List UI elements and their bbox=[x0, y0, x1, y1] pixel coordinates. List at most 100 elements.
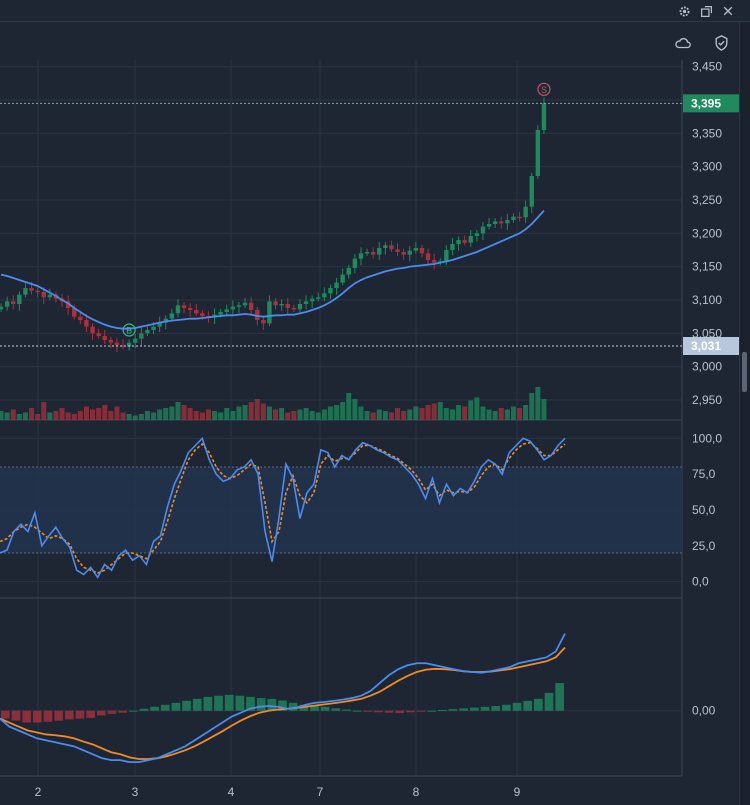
volume-bar bbox=[120, 412, 126, 420]
volume-bar bbox=[291, 411, 297, 420]
volume-bar bbox=[401, 411, 407, 420]
candle-body bbox=[474, 233, 480, 236]
close-icon[interactable] bbox=[720, 3, 736, 19]
marker-price-tag-bg bbox=[683, 337, 739, 355]
candle-body bbox=[72, 308, 77, 317]
volume-bar bbox=[22, 412, 28, 420]
volume-bar bbox=[181, 405, 187, 420]
candle-body bbox=[492, 221, 498, 224]
macd-tick-label: 0,00 bbox=[692, 704, 716, 718]
time-axis[interactable]: 2 3 4 7 8 9 bbox=[35, 785, 521, 799]
candle-body bbox=[126, 342, 132, 347]
candle-body bbox=[517, 216, 522, 219]
candle-body bbox=[499, 221, 504, 224]
scrollbar-thumb[interactable] bbox=[742, 352, 747, 392]
candle-body bbox=[4, 301, 10, 307]
candle-body bbox=[297, 304, 303, 310]
candle-body bbox=[181, 305, 187, 308]
volume-bar bbox=[395, 408, 401, 420]
volume-bar bbox=[266, 406, 272, 420]
volume-bar bbox=[138, 414, 144, 420]
chart-tools bbox=[672, 32, 732, 54]
candle-body bbox=[145, 330, 150, 334]
candle-body bbox=[322, 293, 327, 298]
candle-body bbox=[340, 274, 345, 283]
volume-bar bbox=[407, 409, 413, 420]
macd-histogram-bar bbox=[182, 700, 191, 711]
volume-bar bbox=[90, 409, 96, 420]
time-tick-label: 4 bbox=[228, 785, 235, 799]
candle-body bbox=[41, 292, 46, 298]
candle-body bbox=[120, 345, 126, 347]
popout-icon[interactable] bbox=[698, 3, 714, 19]
macd-histogram-bar bbox=[310, 705, 319, 711]
macd-histogram-bar bbox=[75, 710, 85, 719]
macd-histogram-bar bbox=[267, 698, 277, 711]
right-scrollbar[interactable] bbox=[739, 22, 750, 805]
macd-histogram-bar bbox=[246, 696, 255, 711]
macd-histogram-bar bbox=[171, 702, 181, 711]
volume-bar bbox=[212, 411, 218, 420]
volume-bar bbox=[108, 411, 114, 420]
macd-panel bbox=[0, 633, 566, 764]
volume-bar bbox=[218, 412, 224, 420]
volume-bar bbox=[126, 414, 132, 420]
volume-bar bbox=[529, 393, 535, 420]
macd-histogram-bar bbox=[224, 694, 234, 711]
macd-histogram-bar bbox=[235, 695, 245, 711]
volume-bar bbox=[535, 387, 541, 420]
price-tick-label: 3,150 bbox=[692, 260, 722, 274]
candle-body bbox=[529, 176, 534, 207]
volume-bar bbox=[114, 406, 120, 420]
candle-body bbox=[157, 322, 162, 327]
candle-body bbox=[407, 250, 412, 255]
candle-body bbox=[419, 248, 425, 254]
volume-bar bbox=[59, 408, 65, 420]
marker-price-tag: 3,031 bbox=[691, 339, 721, 353]
cloud-icon[interactable] bbox=[672, 32, 694, 54]
volume-bar bbox=[230, 411, 236, 420]
price-axis[interactable]: 2,950 3,000 3,050 3,100 3,150 3,200 3,250 3,300… bbox=[683, 60, 739, 718]
macd-histogram-bar bbox=[150, 706, 159, 711]
oscillator-lines bbox=[0, 436, 566, 579]
volume-bar bbox=[0, 411, 4, 420]
gear-icon[interactable] bbox=[676, 3, 692, 19]
macd-histogram-bar bbox=[342, 709, 351, 711]
current-price-tag-bg bbox=[683, 94, 739, 113]
shield-check-icon[interactable] bbox=[710, 32, 732, 54]
volume-bar bbox=[315, 412, 321, 420]
candle-body bbox=[65, 301, 71, 308]
macd-histogram-bar bbox=[32, 710, 42, 723]
candle-body bbox=[480, 226, 486, 234]
window-toolbar bbox=[676, 0, 736, 22]
macd-histogram-bar bbox=[544, 692, 554, 711]
macd-histogram-bar bbox=[502, 704, 511, 711]
candle-body bbox=[133, 338, 138, 343]
price-candles[interactable] bbox=[0, 97, 547, 352]
volume-bar bbox=[193, 411, 199, 420]
volume-bar bbox=[102, 405, 108, 420]
volume-bar bbox=[523, 405, 529, 420]
candle-body bbox=[370, 252, 376, 255]
candle-body bbox=[389, 245, 394, 250]
candle-body bbox=[255, 310, 260, 320]
macd-histogram-bar bbox=[11, 710, 21, 721]
current-price-tag: 3,395 bbox=[691, 96, 721, 110]
candle-body bbox=[114, 342, 120, 346]
volume-bar bbox=[388, 412, 394, 420]
candle-body bbox=[505, 220, 510, 224]
time-tick-label: 7 bbox=[317, 785, 324, 799]
candle-body bbox=[334, 282, 339, 288]
macd-histogram-bar bbox=[256, 698, 266, 711]
volume-bar bbox=[248, 402, 254, 420]
price-tick-label: 3,000 bbox=[692, 360, 722, 374]
volume-bar bbox=[285, 412, 291, 420]
marker-label-S: S bbox=[541, 85, 547, 95]
macd-histogram-bar bbox=[427, 710, 437, 712]
macd-histogram-bar bbox=[320, 706, 330, 711]
candle-body bbox=[511, 216, 516, 220]
candle-body bbox=[224, 309, 229, 312]
candle-body bbox=[139, 333, 144, 339]
trade-markers[interactable]: BS bbox=[122, 82, 551, 337]
